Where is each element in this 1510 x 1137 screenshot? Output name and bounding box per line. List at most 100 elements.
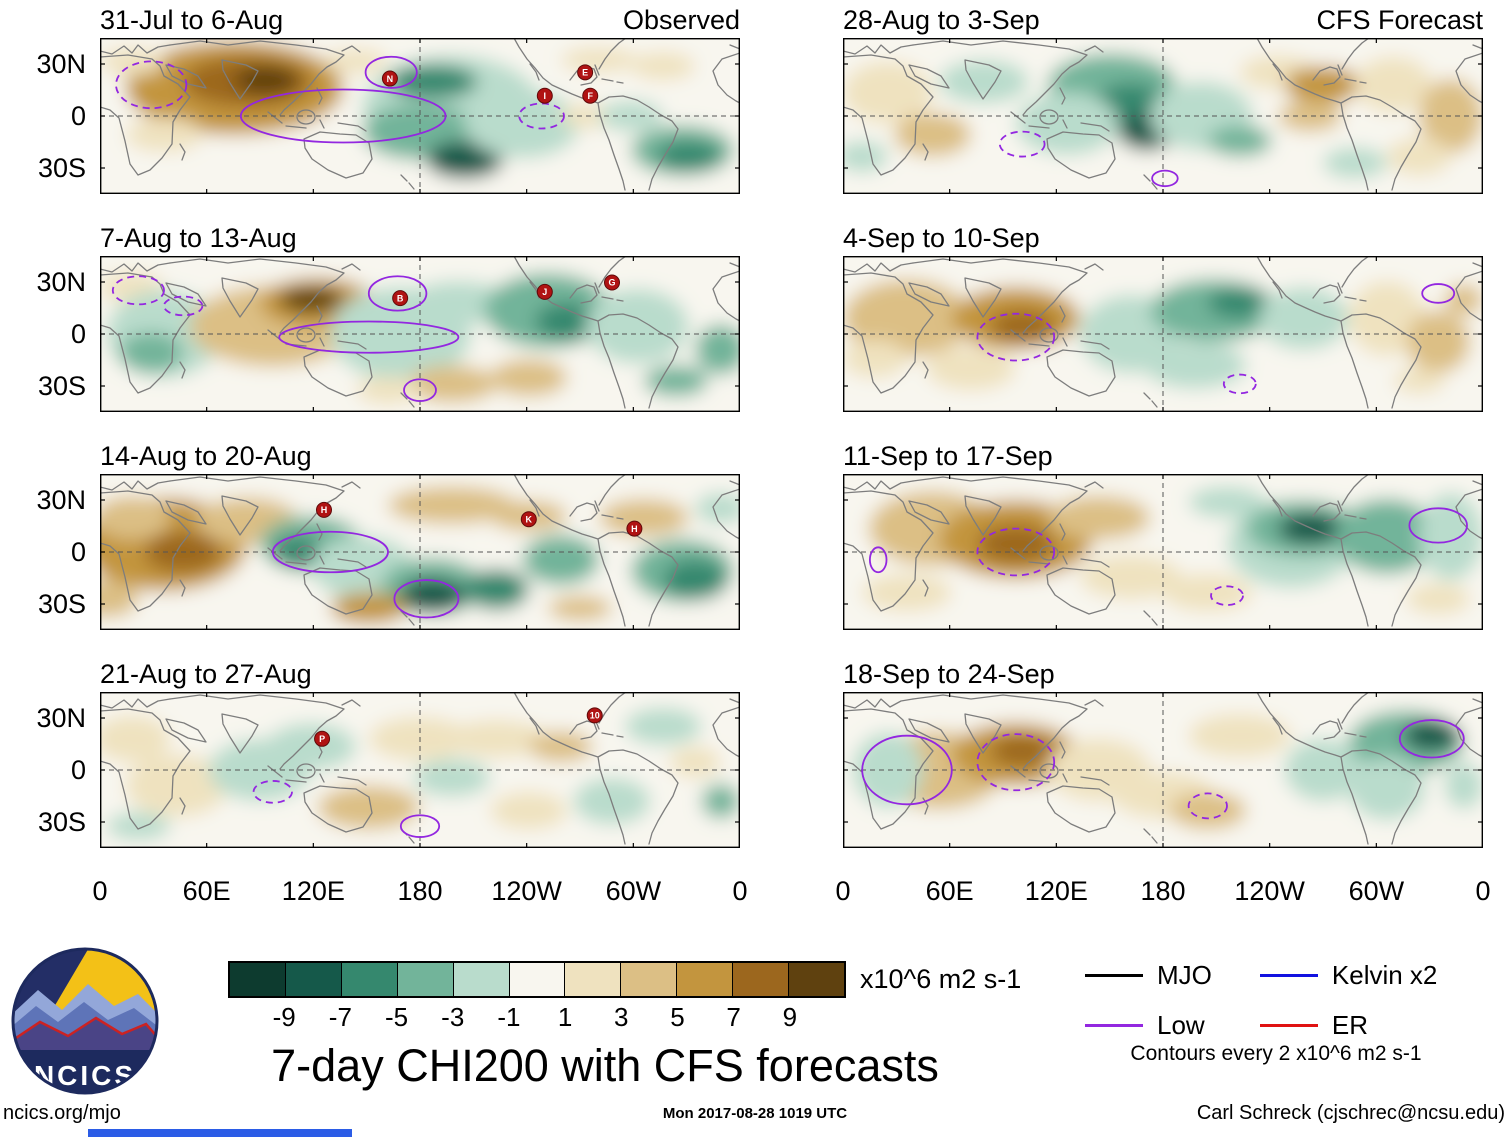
panel-title-row: 14-Aug to 20-Aug — [100, 438, 740, 472]
svg-text:H: H — [631, 524, 638, 534]
colorbar-cell — [285, 963, 342, 996]
y-axis-label: 30S — [37, 153, 86, 183]
contour-legend: MJO Low Kelvin x2 ER — [1085, 950, 1437, 1050]
map-row: 30N 0 30S B J G — [0, 256, 740, 412]
x-axis-labels: 0 60E 120E 180 120W 60W 0 — [835, 874, 1490, 912]
map-canvas — [843, 474, 1483, 630]
x-axis-label: 120E — [1024, 876, 1088, 906]
wave-contours — [998, 130, 1179, 188]
panel-date-range: 21-Aug to 27-Aug — [100, 659, 312, 689]
storm-symbol: B — [392, 290, 409, 307]
map-canvas: N I E F — [100, 38, 740, 194]
map-panel: 28-Aug to 3-Sep CFS Forecast — [843, 2, 1483, 194]
wave-contours — [868, 507, 1468, 606]
map-canvas: P 10 — [100, 692, 740, 848]
x-axis-label: 0 — [732, 876, 748, 906]
colorbar-tick-labels: -9 -7 -5 -3 -1 1 3 5 7 9 — [228, 998, 846, 1032]
colorbar-cell — [565, 963, 622, 996]
x-axis-label: 180 — [397, 876, 443, 906]
y-axis-label: 30N — [36, 49, 86, 79]
svg-text:H: H — [321, 505, 328, 515]
storm-symbol: E — [577, 64, 594, 81]
colorbar-cell — [509, 963, 566, 996]
colorbar-cell — [733, 963, 790, 996]
legend-label: ER — [1331, 1009, 1369, 1040]
storm-symbol: I — [536, 87, 553, 104]
map-grid: 31-Jul to 6-Aug Observed 30N 0 30S N I E F 7-Aug … — [0, 2, 1490, 912]
x-axis-label: 120W — [491, 876, 562, 906]
wave-contours — [976, 283, 1456, 395]
panel-title-row: 31-Jul to 6-Aug Observed — [100, 2, 740, 36]
gridlines — [843, 256, 1483, 412]
x-axis-label: 0 — [835, 876, 851, 906]
colorbar-tick: 7 — [726, 1002, 741, 1032]
panel-date-range: 28-Aug to 3-Sep — [843, 5, 1040, 35]
colorbar-units: x10^6 m2 s-1 — [860, 964, 1022, 994]
legend-item-er: ER — [1259, 1000, 1438, 1050]
gridlines — [100, 474, 740, 630]
colorbar-cell — [230, 963, 286, 996]
footer-line: ncics.org/mjo Mon 2017-08-28 1019 UTC Ca… — [0, 1102, 1510, 1128]
legend-line — [1259, 1023, 1318, 1027]
colorbar-tick: -9 — [272, 1002, 296, 1032]
gridlines — [100, 38, 740, 194]
storm-symbol: J — [536, 283, 553, 300]
storm-symbol: H — [316, 501, 332, 518]
column-header: CFS Forecast — [1316, 5, 1483, 35]
column-header: Observed — [622, 5, 740, 35]
y-axis-label: 30N — [36, 485, 86, 515]
storm-symbol: P — [314, 730, 331, 747]
gridlines — [100, 256, 740, 412]
colorbar-tick: 9 — [782, 1002, 798, 1032]
svg-text:10: 10 — [590, 711, 600, 721]
figure-footer: NCICS -9 -7 -5 -3 -1 1 3 5 7 9 x10^6 m2 s-1 MJO Lo… — [0, 912, 1510, 1137]
map-canvas: B J G — [100, 256, 740, 412]
colorbar-tick: 1 — [557, 1002, 573, 1032]
panel-title-row: 4-Sep to 10-Sep — [843, 220, 1483, 254]
map-row — [843, 474, 1483, 630]
storm-symbol: N — [381, 70, 398, 87]
colorbar-tick: -5 — [384, 1002, 409, 1032]
colorbar-tick: -3 — [441, 1002, 465, 1032]
colorbar-tick: -7 — [328, 1002, 352, 1032]
panel-title-row: 28-Aug to 3-Sep CFS Forecast — [843, 2, 1483, 36]
legend-line — [1085, 1023, 1143, 1027]
colorbar-tick: 5 — [670, 1002, 685, 1032]
map-panel: 4-Sep to 10-Sep — [843, 220, 1483, 412]
x-axis-label: 120E — [281, 876, 345, 906]
svg-text:F: F — [587, 91, 593, 101]
y-axis-label: 30N — [36, 267, 86, 297]
svg-text:I: I — [544, 91, 547, 101]
legend-label: Low — [1157, 1009, 1205, 1040]
colorbar-cell — [677, 963, 734, 996]
svg-text:G: G — [608, 278, 615, 288]
gridlines — [843, 474, 1483, 630]
svg-text:K: K — [526, 514, 533, 524]
svg-text:J: J — [542, 287, 547, 297]
y-axis-label: 0 — [70, 319, 86, 349]
y-axis-gutter: 30N 0 30S — [0, 38, 100, 194]
gridlines — [843, 692, 1483, 848]
colorbar-tick: 3 — [614, 1002, 629, 1032]
x-axis-label: 60W — [1348, 876, 1405, 906]
anomaly-field — [100, 38, 740, 194]
map-panel: 14-Aug to 20-Aug 30N 0 30S H K H — [0, 438, 740, 630]
ncics-logo: NCICS — [11, 947, 159, 1095]
axis-ticks — [100, 38, 740, 194]
colorbar-cell — [453, 963, 510, 996]
footer-url[interactable]: ncics.org/mjo — [3, 1102, 121, 1124]
legend-label: Kelvin x2 — [1331, 959, 1438, 990]
map-canvas — [843, 38, 1483, 194]
y-axis-label: 30S — [37, 371, 86, 401]
svg-text:N: N — [387, 74, 394, 84]
y-axis-gutter: 30N 0 30S — [0, 256, 100, 412]
colorbar-tick: -1 — [497, 1002, 521, 1032]
x-axis-label: 120W — [1234, 876, 1305, 906]
y-axis-label: 0 — [70, 755, 86, 785]
map-row: 30N 0 30S N I E F — [0, 38, 740, 194]
map-row: 30N 0 30S H K H — [0, 474, 740, 630]
x-axis-label: 60E — [925, 876, 974, 906]
legend-line — [1259, 973, 1318, 977]
map-canvas — [843, 692, 1483, 848]
map-panel: 11-Sep to 17-Sep — [843, 438, 1483, 630]
